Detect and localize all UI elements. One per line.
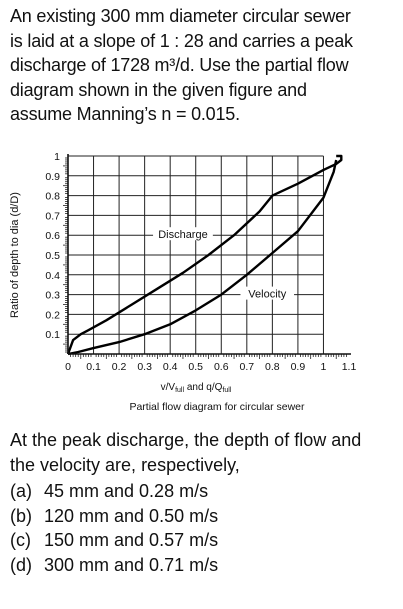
stem-line: the velocity are, respectively, [10, 454, 240, 475]
x-tick-label: 0.5 [188, 361, 203, 373]
x-tick-label: 1 [321, 361, 327, 373]
question-line: discharge of 1728 m³/d. Use the partial … [10, 55, 349, 75]
question-text: An existing 300 mm diameter circular sew… [10, 4, 398, 127]
y-tick-label: 0.5 [45, 250, 60, 262]
x-tick-label: 0 [65, 361, 71, 373]
option-b[interactable]: (b) 120 mm and 0.50 m/s [10, 504, 398, 529]
chart-caption: Partial flow diagram for circular sewer [129, 401, 305, 413]
option-a[interactable]: (a) 45 mm and 0.28 m/s [10, 479, 398, 504]
x-axis-label: v/Vfull and q/Qfull [161, 382, 232, 394]
option-c[interactable]: (c) 150 mm and 0.57 m/s [10, 528, 398, 553]
y-tick-label: 0.9 [45, 171, 60, 183]
x-tick-label: 0.2 [112, 361, 127, 373]
option-text: 45 mm and 0.28 m/s [44, 481, 209, 501]
question-line: An existing 300 mm diameter circular sew… [10, 6, 351, 26]
option-label: (c) [10, 530, 31, 550]
question-line: is laid at a slope of 1 : 28 and carries… [10, 30, 353, 51]
x-tick-label: 0.6 [214, 361, 229, 373]
y-tick-label: 0.4 [45, 270, 60, 282]
y-tick-label: 0.2 [45, 309, 60, 321]
velocity-curve [67, 159, 338, 356]
option-label: (b) [10, 505, 32, 526]
option-text: 150 mm and 0.57 m/s [44, 530, 219, 550]
x-tick-label: 0.8 [265, 361, 280, 373]
y-tick-label: 0.8 [45, 191, 60, 203]
x-tick-label: 0.7 [240, 361, 255, 373]
partial-flow-chart: Discharge Velocity 0.1 0.2 0.3 0.4 0.5 0.6 0.7 0… [0, 148, 403, 420]
option-label: (a) [10, 481, 32, 501]
series-label-bg [153, 227, 213, 241]
option-text: 300 mm and 0.71 m/s [44, 554, 219, 575]
option-d[interactable]: (d) 300 mm and 0.71 m/s [10, 553, 398, 578]
option-label: (d) [10, 554, 32, 575]
x-tick-label: 0.1 [86, 361, 101, 373]
y-tick-label: 0.6 [45, 230, 60, 242]
answer-block: At the peak discharge, the depth of flow… [10, 428, 398, 577]
y-tick-label: 0.7 [45, 210, 60, 222]
series-label-bg [240, 286, 295, 300]
x-tick-label: 0.4 [163, 361, 178, 373]
x-tick-label: 1.1 [342, 361, 357, 373]
velocity-label: Velocity [248, 289, 286, 301]
stem-line: At the peak discharge, the depth of flow… [10, 430, 362, 450]
y-tick-label: 0.3 [45, 290, 60, 302]
chart-series: Discharge Velocity [66, 154, 343, 356]
discharge-label: Discharge [158, 229, 208, 241]
x-tick-label: 0.9 [291, 361, 306, 373]
y-tick-label: 0.1 [45, 329, 60, 341]
chart-axes [63, 154, 351, 359]
y-tick-label: 1 [54, 151, 60, 163]
question-line: diagram shown in the given figure and [10, 79, 307, 100]
chart-grid [68, 155, 324, 354]
y-axis-label: Ratio of depth to dia (d/D) [9, 192, 21, 318]
option-text: 120 mm and 0.50 m/s [44, 505, 219, 526]
discharge-curve [66, 154, 343, 355]
options-list: (a) 45 mm and 0.28 m/s (b) 120 mm and 0.… [10, 479, 398, 577]
chart-ticks: 0.1 0.2 0.3 0.4 0.5 0.6 0.7 0.8 0.9 1 0 0.1 0.2 0.3 0.… [45, 151, 356, 373]
x-tick-label: 0.3 [137, 361, 152, 373]
question-line: assume Manning’s n = 0.015. [10, 104, 240, 124]
